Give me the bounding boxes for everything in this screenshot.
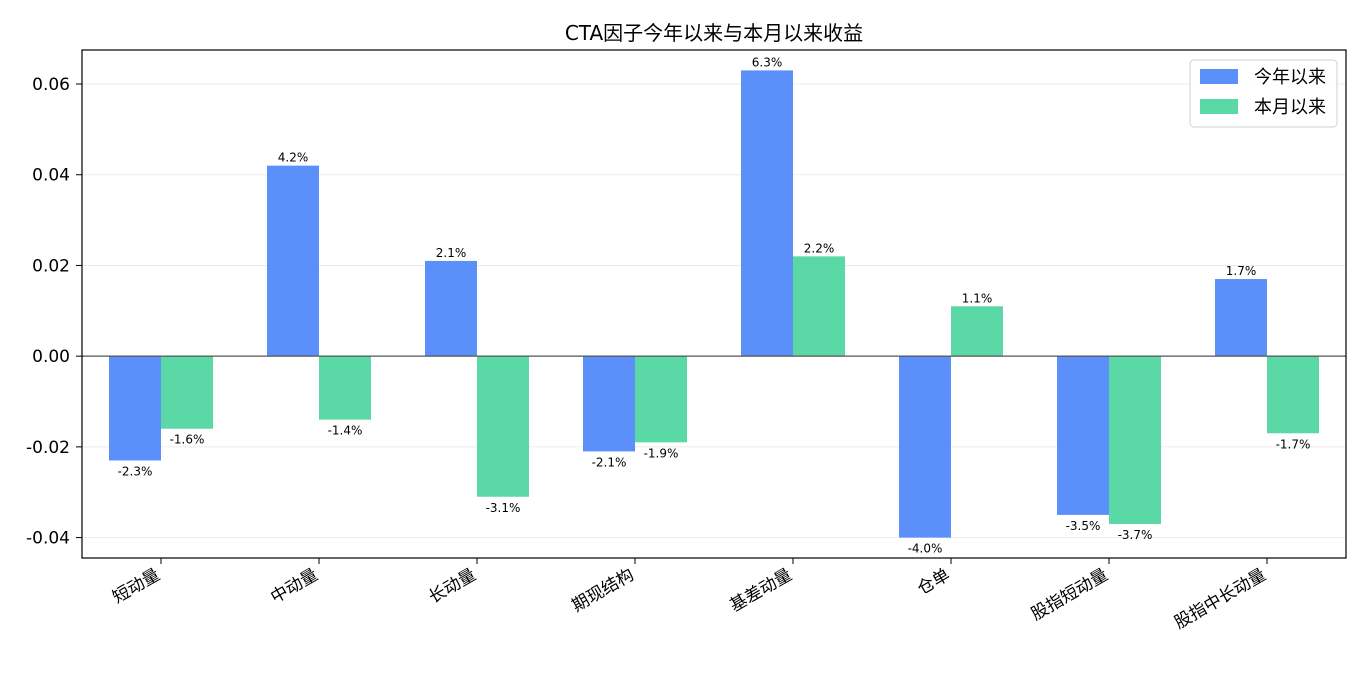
bar [635,356,687,443]
y-tick-label: -0.02 [26,438,70,458]
x-tick-label: 股指中长动量 [1171,565,1269,633]
bar [583,356,635,452]
data-label: -4.0% [908,542,943,556]
axes: 0.06 0.04 0.02 0.00 -0.02 -0.04 短动量 中动量 长动量 期现结构 基… [26,49,1347,633]
data-labels: -2.3% -1.6% 4.2% -1.4% 2.1% -3.1% -2.1% -1.9% 6.… [118,55,1311,555]
y-tick-label: 0.06 [32,75,70,95]
y-tick-label: 0.04 [32,166,70,186]
legend-swatch [1200,99,1238,114]
bar [1215,279,1267,357]
x-tick-label: 长动量 [425,565,479,608]
bar [1267,356,1319,434]
x-tick-label: 基差动量 [727,565,796,616]
bar [319,356,371,420]
data-label: -1.7% [1276,437,1311,451]
bar [951,306,1003,357]
bar [899,356,951,538]
y-tick-label: 0.00 [32,347,70,367]
plot-frame [81,49,1347,559]
bar [477,356,529,497]
data-label: 2.1% [436,246,467,260]
data-label: -3.7% [1118,528,1153,542]
data-label: -1.9% [644,446,679,460]
data-label: 6.3% [752,55,783,69]
legend-swatch [1200,69,1238,84]
legend-label: 本月以来 [1254,97,1326,118]
data-label: -1.6% [170,433,205,447]
bar [1109,356,1161,524]
data-label: -2.3% [118,464,153,478]
y-tick-label: 0.02 [32,256,70,276]
legend-label: 今年以来 [1254,67,1326,88]
chart-title: CTA因子今年以来与本月以来收益 [565,21,863,45]
x-tick-label: 股指短动量 [1028,565,1112,625]
data-label: 1.7% [1226,264,1257,278]
data-label: -2.1% [592,455,627,469]
data-label: 1.1% [962,291,993,305]
x-tick-label: 中动量 [267,565,321,608]
x-tick-label: 期现结构 [569,565,638,616]
bar [741,70,793,357]
x-tick-label: 仓单 [914,565,953,599]
data-label: -3.1% [486,501,521,515]
y-tick-label: -0.04 [26,529,70,549]
bar [793,256,845,357]
bar [1057,356,1109,515]
bar [425,260,477,357]
data-label: -1.4% [328,424,363,438]
data-label: 4.2% [278,151,309,165]
bar [267,165,319,357]
data-label: -3.5% [1066,519,1101,533]
bar [109,356,161,461]
bar [161,356,213,429]
x-tick-label: 短动量 [109,565,163,608]
data-label: 2.2% [804,241,835,255]
bars [109,70,1319,538]
